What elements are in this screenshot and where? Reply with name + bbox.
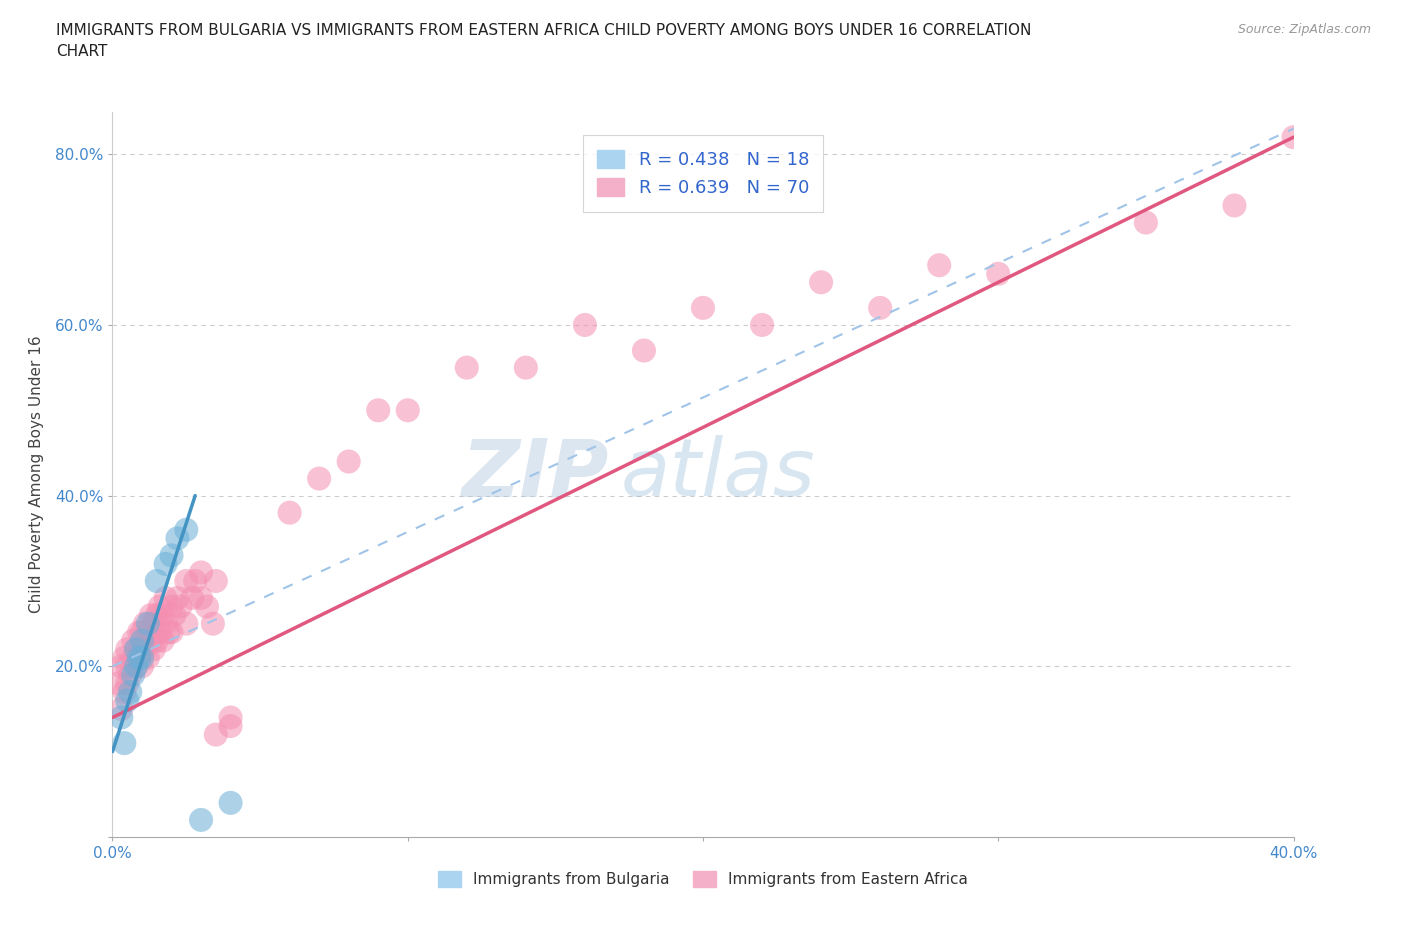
Point [125,642,148,657]
Point [136,617,159,631]
Point [219,795,242,810]
Point [152,607,174,622]
Text: ZIP: ZIP [461,435,609,513]
Point [456,360,478,375]
Point [205,574,228,589]
Point [155,556,177,571]
Point [149,599,172,614]
Point [195,599,218,614]
Legend: Immigrants from Bulgaria, Immigrants from Eastern Africa: Immigrants from Bulgaria, Immigrants fro… [439,871,967,887]
Point [160,548,183,563]
Point [190,591,212,605]
Point [751,317,773,332]
Point [337,454,360,469]
Point [131,650,153,665]
Point [136,650,159,665]
Point [174,617,197,631]
Point [166,531,188,546]
Point [149,625,172,640]
Point [139,607,162,622]
Point [155,617,177,631]
Point [117,693,138,708]
Point [163,607,186,622]
Point [142,617,165,631]
Point [122,668,145,683]
Point [201,617,224,631]
Point [928,258,950,272]
Point [146,574,169,589]
Point [308,472,330,486]
Point [633,343,655,358]
Point [120,684,142,699]
Point [110,658,132,673]
Point [125,658,148,673]
Point [128,650,150,665]
Point [128,625,150,640]
Point [122,650,145,665]
Point [134,642,156,657]
Text: IMMIGRANTS FROM BULGARIA VS IMMIGRANTS FROM EASTERN AFRICA CHILD POVERTY AMONG B: IMMIGRANTS FROM BULGARIA VS IMMIGRANTS F… [56,23,1032,60]
Point [174,574,197,589]
Point [117,658,138,673]
Point [122,633,145,648]
Point [219,711,242,725]
Point [219,719,242,734]
Text: Source: ZipAtlas.com: Source: ZipAtlas.com [1237,23,1371,36]
Point [278,505,301,520]
Point [160,599,183,614]
Point [169,599,191,614]
Point [367,403,389,418]
Point [515,360,537,375]
Point [128,650,150,665]
Point [166,591,188,605]
Point [112,684,135,699]
Point [155,591,177,605]
Y-axis label: Child Poverty Among Boys Under 16: Child Poverty Among Boys Under 16 [30,336,44,613]
Point [174,523,197,538]
Point [134,617,156,631]
Point [136,625,159,640]
Point [142,642,165,657]
Point [152,633,174,648]
Text: atlas: atlas [620,435,815,513]
Point [112,650,135,665]
Point [146,633,169,648]
Point [110,701,132,716]
Point [112,736,135,751]
Point [131,633,153,648]
Point [117,676,138,691]
Point [157,625,180,640]
Point [107,676,129,691]
Point [692,300,714,315]
Point [160,625,183,640]
Point [184,574,207,589]
Point [125,642,148,657]
Point [117,642,138,657]
Point [131,642,153,657]
Point [869,300,891,315]
Point [1135,215,1157,230]
Point [574,317,596,332]
Point [810,275,832,290]
Point [205,727,228,742]
Point [396,403,419,418]
Point [181,591,204,605]
Point [110,711,132,725]
Point [125,658,148,673]
Point [131,625,153,640]
Point [146,607,169,622]
Point [987,266,1010,281]
Point [120,668,142,683]
Point [131,658,153,673]
Point [190,813,212,828]
Point [139,633,162,648]
Point [1223,198,1246,213]
Point [1282,130,1305,145]
Point [190,565,212,580]
